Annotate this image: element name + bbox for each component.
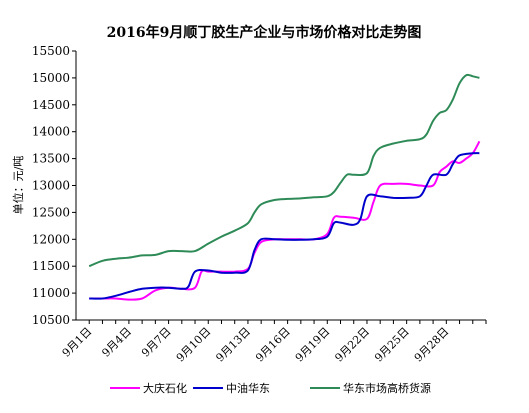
chart-title: 2016年9月顺丁胶生产企业与市场价格对比走势图 (107, 24, 422, 41)
y-tick-label: 12000 (32, 232, 70, 246)
y-axis-ticks: 10500 11000 11500 12000 12500 13000 13500 14000… (32, 44, 76, 327)
y-tick-label: 14500 (32, 98, 70, 112)
y-tick-label: 11500 (32, 259, 70, 273)
series-line-3 (88, 73, 480, 268)
legend-label-2: 中油华东 (226, 381, 270, 395)
legend-label-3: 华东市场高桥货源 (343, 381, 431, 395)
y-axis-label: 单位：元/吨 (11, 156, 25, 215)
y-tick-label: 15000 (32, 71, 70, 85)
y-tick-label: 13500 (32, 152, 70, 166)
series-lines (88, 73, 481, 301)
y-tick-label: 14000 (32, 125, 70, 139)
y-tick-label: 12500 (32, 205, 70, 219)
y-tick-label: 15500 (32, 44, 70, 58)
legend-label-1: 大庆石化 (143, 381, 187, 395)
series-line-2 (89, 152, 480, 300)
y-tick-label: 10500 (32, 313, 70, 327)
y-tick-label: 13000 (32, 179, 70, 193)
chart-legend: 大庆石化 中油华东 华东市场高桥货源 (110, 381, 431, 395)
y-tick-label: 11000 (32, 286, 70, 300)
